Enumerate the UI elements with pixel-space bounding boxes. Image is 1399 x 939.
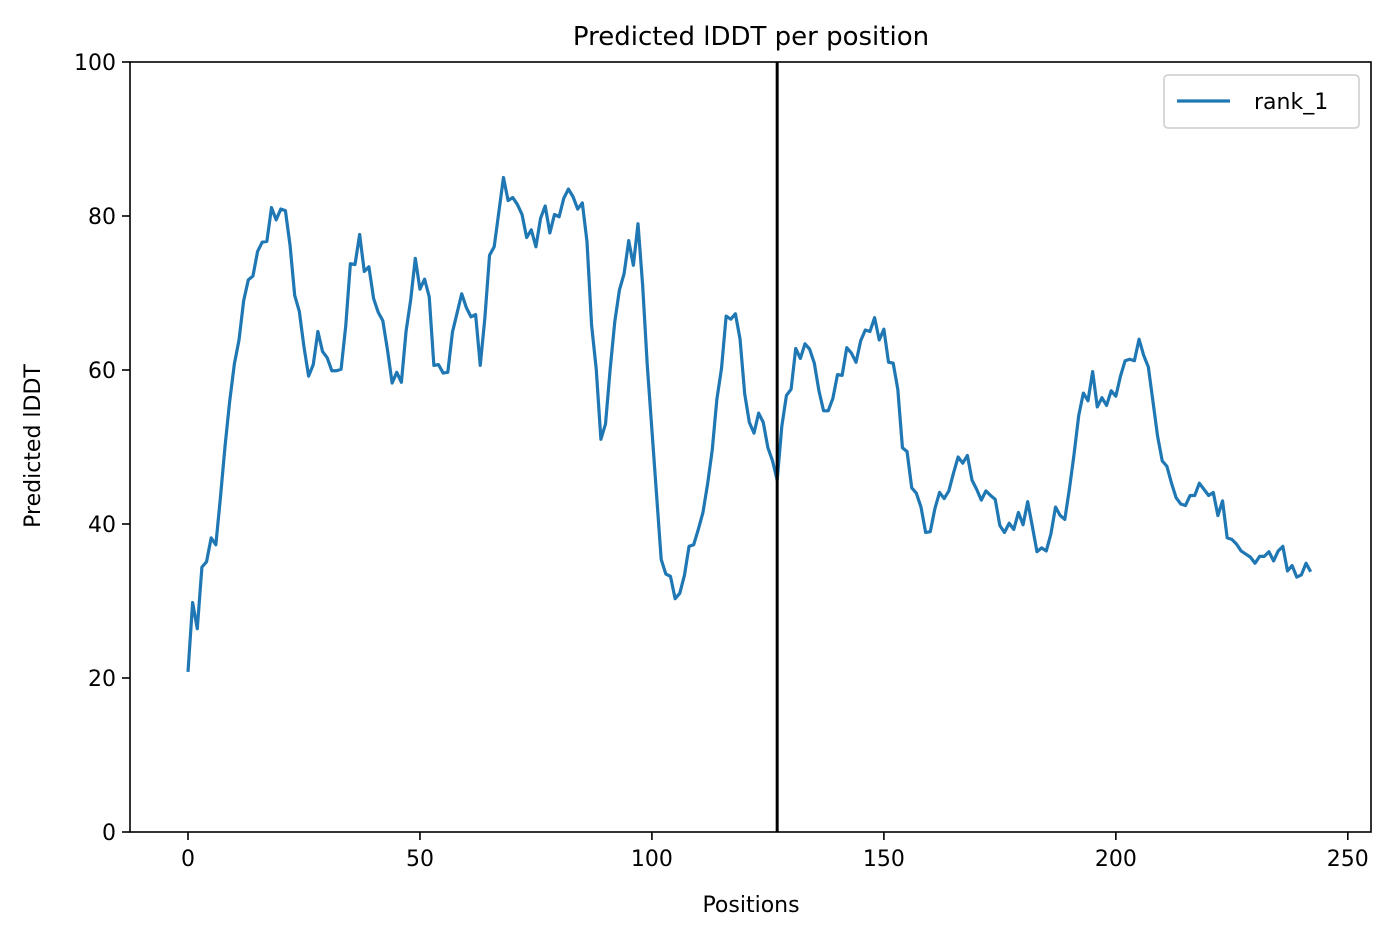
x-axis-label: Positions (702, 893, 799, 918)
x-tick-label: 100 (631, 847, 673, 872)
x-tick-label: 200 (1095, 847, 1137, 872)
x-axis: 0 50 100 150 200 250 (181, 832, 1369, 872)
y-tick-label: 100 (74, 51, 116, 76)
x-tick-label: 50 (406, 847, 434, 872)
series-line-rank_1 (186, 175, 1313, 672)
legend: rank_1 (1163, 74, 1360, 129)
y-tick-label: 0 (102, 821, 116, 846)
y-axis: 0 20 40 60 80 100 (74, 51, 130, 846)
y-tick-label: 20 (88, 667, 116, 692)
x-tick-label: 250 (1327, 847, 1369, 872)
legend-box (1163, 74, 1360, 129)
x-tick-label: 0 (181, 847, 195, 872)
legend-label: rank_1 (1254, 90, 1328, 115)
x-tick-label: 150 (863, 847, 905, 872)
y-tick-label: 60 (88, 359, 116, 384)
y-tick-label: 80 (88, 205, 116, 230)
chart-title: Predicted lDDT per position (573, 22, 929, 52)
axes-frame (129, 61, 1372, 833)
y-axis-label: Predicted lDDT (21, 364, 46, 528)
plot-area (186, 62, 1313, 832)
y-tick-label: 40 (88, 513, 116, 538)
